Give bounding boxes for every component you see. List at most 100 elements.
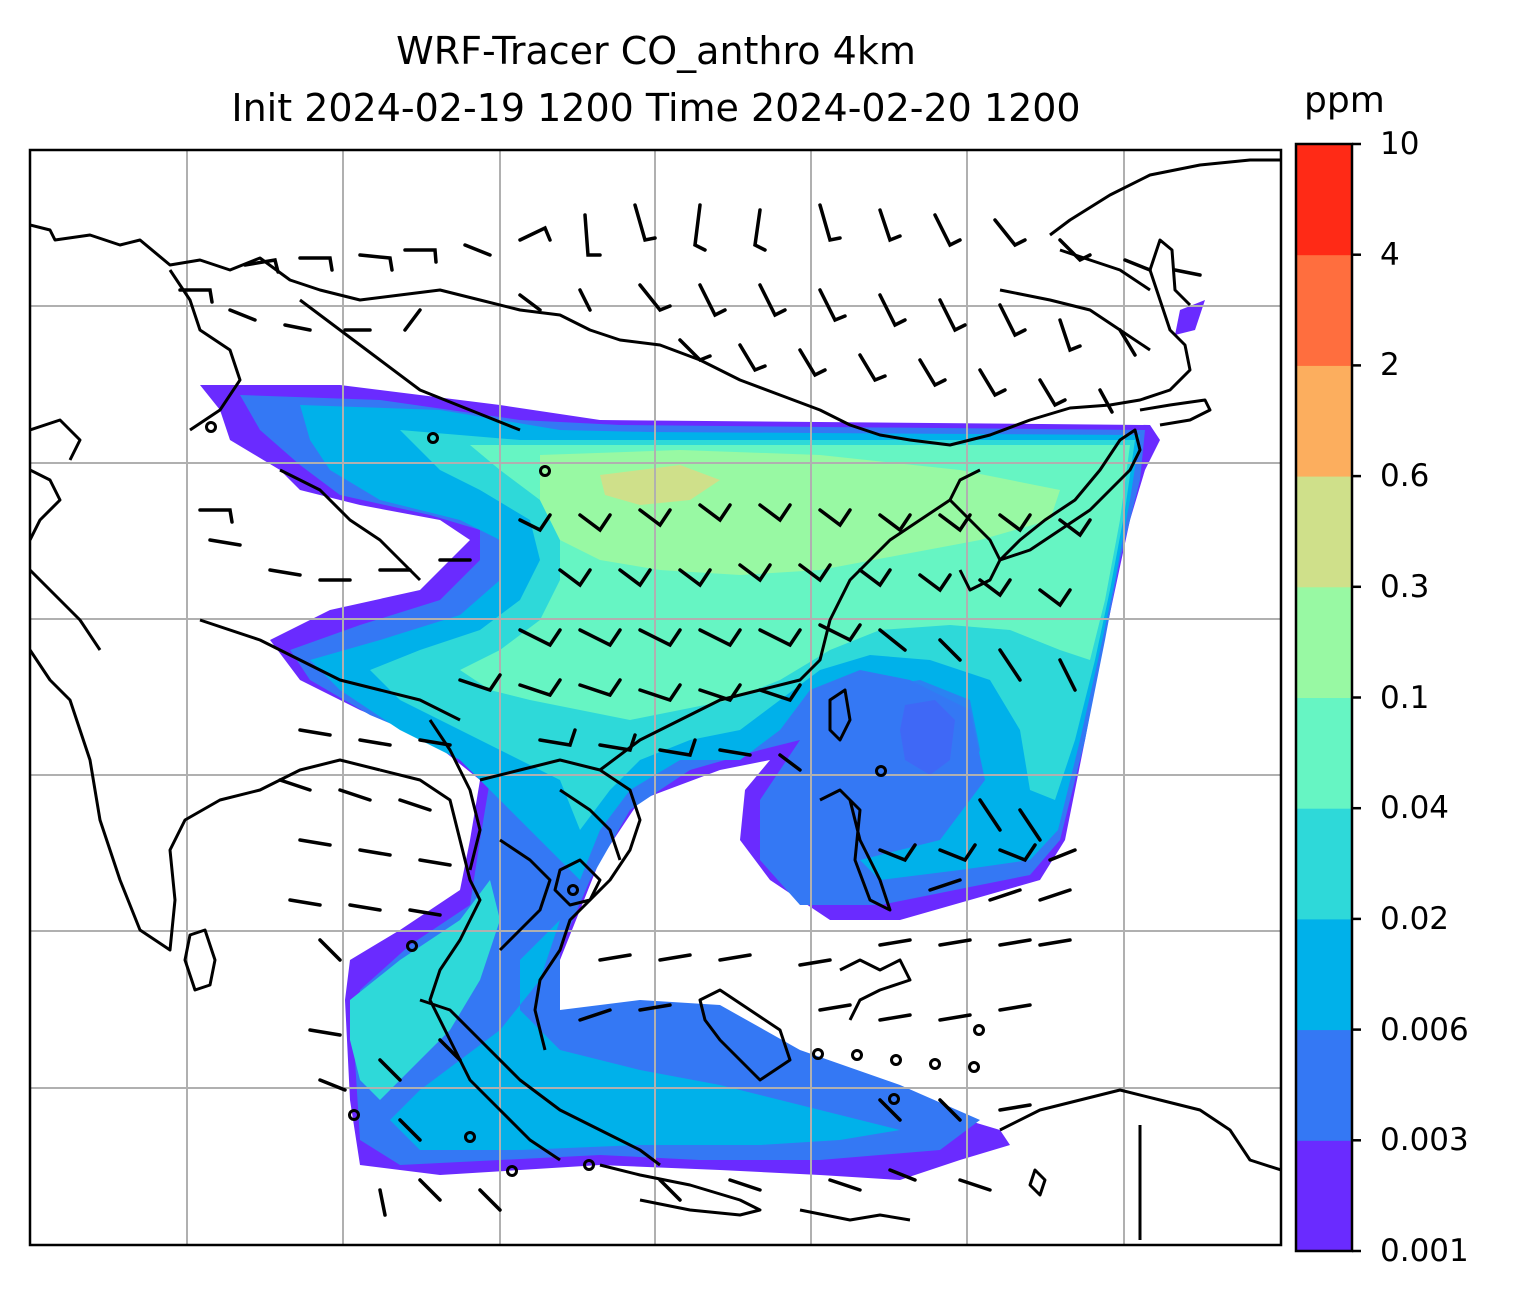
wind-barb	[403, 248, 438, 264]
wind-barb	[858, 353, 887, 383]
wind-barb	[478, 1188, 502, 1212]
wind-barb	[753, 208, 767, 252]
concentration-field	[200, 300, 1205, 1180]
coastline-java	[599, 1163, 762, 1217]
wind-barb	[178, 288, 214, 304]
wind-barb	[918, 573, 952, 593]
wind-barb	[938, 1098, 962, 1122]
wind-barb	[878, 1013, 912, 1022]
wind-barb	[658, 953, 692, 962]
colorbar-tick-label: 0.003	[1380, 1122, 1469, 1159]
map-area	[30, 150, 1281, 1245]
calm-circle	[888, 1093, 900, 1105]
wind-barb	[878, 843, 917, 863]
wind-barb	[403, 308, 422, 332]
wind-barb	[1048, 848, 1077, 862]
calm-circle	[851, 1049, 863, 1061]
wind-barb	[618, 568, 652, 588]
wind-barb	[758, 503, 792, 523]
wind-barb	[398, 798, 432, 812]
wind-barb	[928, 878, 962, 892]
colorbar-segment	[1296, 808, 1352, 920]
wind-barb	[398, 1118, 422, 1142]
wind-barb	[638, 508, 672, 528]
wind-barb	[818, 203, 842, 243]
wind-barb	[358, 253, 394, 272]
wind-barb	[818, 288, 847, 323]
coastline-north	[30, 223, 1192, 447]
calm-circle	[812, 1048, 824, 1060]
colorbar-tick-label: 0.3	[1380, 568, 1430, 605]
calm-circle	[973, 1024, 985, 1036]
wind-barb	[718, 748, 752, 757]
coastline-northeast-russia	[999, 288, 1151, 352]
wind-barb	[938, 513, 972, 533]
wind-barb	[1038, 378, 1067, 408]
calm-wind-markers	[205, 421, 985, 1177]
wind-barb	[378, 1058, 402, 1082]
wind-barb	[878, 513, 912, 533]
wind-barb	[798, 563, 832, 583]
coastline-lesser-sunda	[799, 1208, 911, 1222]
wind-barb	[298, 728, 332, 737]
contour-peak	[600, 465, 720, 505]
wind-barb	[598, 733, 637, 752]
calm-circle	[205, 421, 217, 433]
wind-barb	[978, 798, 1002, 832]
wind-barb	[998, 648, 1022, 682]
colorbar-segment	[1296, 1140, 1352, 1252]
wind-barb	[758, 283, 787, 318]
wind-barb	[818, 1003, 852, 1012]
wind-barb	[578, 678, 622, 698]
coastline-borneo	[698, 988, 792, 1082]
border-mongolia	[299, 298, 521, 432]
contour-east-ring	[840, 680, 980, 820]
calm-circle	[464, 1131, 476, 1143]
colorbar-tick-label: 0.001	[1380, 1233, 1469, 1269]
wind-barb	[268, 568, 302, 577]
wind-barb	[693, 203, 707, 252]
wind-barb	[463, 243, 492, 257]
border-china-india	[279, 468, 422, 582]
wind-barb	[978, 368, 1007, 398]
coastline-taiwan	[828, 688, 852, 742]
wind-barb	[298, 838, 332, 847]
border-pakistan	[30, 568, 102, 651]
wind-barb	[938, 638, 962, 662]
wind-barb	[633, 203, 657, 243]
colorbar-tick-label: 0.02	[1380, 900, 1450, 937]
wind-barb	[998, 1003, 1032, 1012]
wind-barb	[658, 1178, 682, 1202]
contour-northeast-strip	[1175, 300, 1205, 335]
coastline-china-east	[599, 468, 981, 772]
colorbar-tick-label: 0.04	[1380, 790, 1450, 827]
colorbar-segment	[1296, 1029, 1352, 1141]
wind-barb	[1058, 318, 1082, 353]
wind-barb	[283, 323, 312, 332]
wind-barb	[698, 628, 742, 648]
colorbar-tick-label: 0.6	[1380, 458, 1430, 495]
calm-circle	[539, 465, 551, 477]
wind-barb	[828, 1178, 862, 1192]
wind-barb	[578, 628, 622, 648]
wind-barb	[798, 958, 832, 967]
wind-barb	[958, 1178, 992, 1192]
wind-barb	[738, 343, 767, 373]
wind-barb	[698, 503, 732, 523]
wind-barb	[998, 843, 1037, 863]
wind-barb	[798, 348, 827, 378]
calm-circle	[506, 1165, 518, 1177]
coastline-mainland-east	[379, 768, 561, 1162]
wind-barb	[638, 683, 682, 703]
border-vietnam	[559, 788, 622, 861]
wind-barb	[288, 898, 322, 907]
calm-circle	[929, 1058, 941, 1070]
calm-circle	[968, 1061, 980, 1073]
wind-barb	[933, 213, 962, 248]
wind-barb	[598, 953, 632, 962]
wind-barb	[993, 218, 1027, 248]
coastline-srilanka	[183, 928, 217, 992]
colorbar-tick-label: 0.1	[1380, 679, 1430, 716]
wind-barb	[1018, 808, 1042, 842]
wind-barb	[658, 738, 697, 757]
